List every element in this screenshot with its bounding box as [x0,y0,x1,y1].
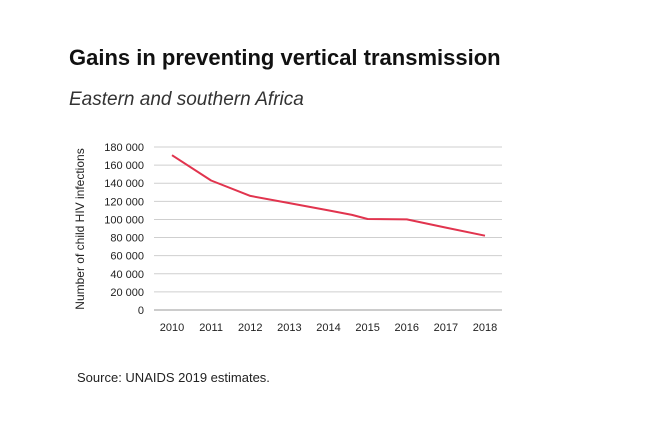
y-axis-label: Number of child HIV infections [73,148,87,309]
y-tick-label: 60 000 [110,251,144,263]
x-axis-ticks: 2010 2011 2012 2013 2014 2015 2016 2017 2018 [160,322,497,334]
y-tick-label: 80 000 [110,233,144,245]
x-tick-label: 2013 [277,322,301,334]
y-tick-label: 40 000 [110,269,144,281]
y-tick-label: 120 000 [104,196,144,208]
source-note: Source: UNAIDS 2019 estimates. [77,370,270,385]
x-tick-label: 2010 [160,322,184,334]
y-tick-label: 20 000 [110,287,144,299]
y-tick-label: 0 [138,305,144,317]
chart-subtitle: Eastern and southern Africa [69,89,304,110]
y-tick-label: 160 000 [104,160,144,172]
series-layer [171,154,486,237]
grid-lines [154,146,502,311]
x-tick-label: 2016 [395,322,419,334]
chart-title: Gains in preventing vertical transmissio… [69,45,501,70]
x-tick-label: 2017 [434,322,458,334]
series-line [171,154,486,237]
x-tick-label: 2012 [238,322,262,334]
y-axis-ticks: 0 20 000 40 000 60 000 80 000 100 000 120 000 1… [104,142,144,317]
y-tick-label: 180 000 [104,142,144,154]
x-tick-label: 2015 [355,322,379,334]
x-tick-label: 2011 [199,322,223,334]
y-tick-label: 140 000 [104,178,144,190]
x-tick-label: 2014 [316,322,340,334]
x-tick-label: 2018 [473,322,497,334]
y-tick-label: 100 000 [104,214,144,226]
